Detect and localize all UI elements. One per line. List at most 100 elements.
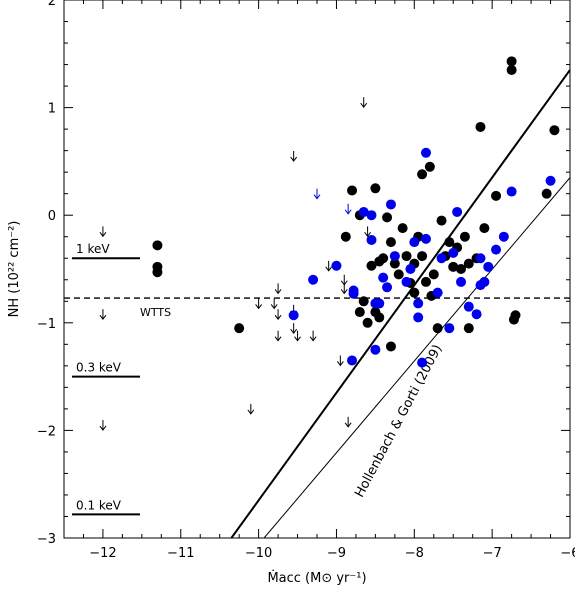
data-point-black [463, 323, 474, 334]
data-point-blue [479, 276, 490, 287]
data-point-blue [452, 206, 463, 217]
upper-limit-arrow [274, 330, 282, 342]
data-point-black [506, 56, 517, 67]
upper-limit-arrow [274, 309, 282, 321]
data-point-black [417, 251, 428, 262]
reference-level-label: 1 keV [76, 242, 110, 256]
y-tick-label: −3 [37, 532, 56, 547]
upper-limit-arrow [294, 330, 301, 342]
x-tick-label: −12 [89, 546, 116, 561]
data-point-blue [545, 175, 556, 186]
data-point-blue [385, 199, 396, 210]
upper-limit-arrow [336, 355, 344, 367]
data-point-black [491, 190, 502, 201]
arrow-head [290, 156, 298, 162]
upper-limit-arrow [360, 97, 368, 109]
data-point-blue [347, 355, 358, 366]
data-point-black [358, 296, 369, 307]
data-point-blue [471, 309, 482, 320]
arrow-head [274, 289, 282, 295]
x-tick-label: −7 [483, 546, 502, 561]
data-point-black [506, 64, 517, 75]
data-point-black [378, 253, 389, 264]
data-point-blue [370, 344, 381, 355]
data-point-black [479, 223, 490, 234]
data-point-blue [331, 260, 342, 271]
arrow-head [360, 102, 368, 109]
upper-limit-arrow [99, 420, 107, 431]
data-point-black [463, 258, 474, 269]
data-point-black [541, 188, 552, 199]
upper-limit-arrow [364, 226, 372, 238]
data-point-blue [444, 323, 455, 334]
upper-limit-arrow [247, 403, 255, 415]
data-point-blue [420, 233, 431, 244]
reference-level-label: 0.3 keV [76, 361, 122, 375]
data-point-black [340, 231, 351, 242]
y-tick-label: −2 [37, 424, 56, 439]
data-point-black [420, 276, 431, 287]
data-point-blue [506, 186, 517, 197]
data-point-blue [475, 253, 486, 264]
y-tick-label: −1 [37, 317, 56, 332]
y-tick-label: 0 [48, 209, 56, 224]
upper-limit-arrow [340, 283, 348, 295]
data-point-black [401, 251, 412, 262]
arrow-head [274, 336, 282, 342]
arrow-head [344, 422, 352, 428]
data-point-black [385, 341, 396, 352]
data-point-blue [491, 244, 502, 255]
x-axis-label: Ṁacc (M⊙ yr⁻¹) [267, 570, 366, 586]
data-point-blue [409, 237, 420, 248]
data-point-blue [358, 206, 369, 217]
data-point-black [374, 312, 385, 323]
data-point-blue [417, 357, 428, 368]
hollenbach-gorti-annotation: Hollenbach & Gorti (2009) [352, 342, 445, 500]
x-tick-label: −11 [167, 546, 194, 561]
arrow-head [336, 361, 344, 367]
data-point-blue [483, 261, 494, 272]
data-point-blue [366, 234, 377, 245]
data-point-black [347, 185, 358, 196]
data-point-black [459, 231, 470, 242]
data-point-blue [448, 247, 459, 258]
data-point-blue [456, 276, 467, 287]
data-point-black [444, 237, 455, 248]
data-point-blue [420, 147, 431, 158]
upper-limit-arrow [270, 298, 278, 310]
y-tick-label: 1 [48, 102, 56, 117]
data-point-black [417, 169, 428, 180]
arrow-head [99, 425, 107, 431]
arrow-head [99, 232, 107, 238]
arrow-head [99, 314, 107, 321]
upper-limit-arrow [274, 283, 282, 295]
data-point-blue [413, 312, 424, 323]
x-tick-label: −9 [327, 546, 346, 561]
wtts-annotation: WTTS [140, 306, 171, 319]
arrow-head [255, 304, 263, 310]
upper-limit-arrow [340, 274, 348, 286]
upper-limit-arrow [344, 416, 352, 428]
y-tick-label: 2 [48, 0, 56, 9]
arrow-head [309, 336, 317, 342]
data-point-black [152, 267, 163, 278]
plot-frame [63, 0, 571, 539]
data-point-blue [366, 210, 377, 221]
arrow-head [313, 194, 321, 200]
upper-limit-arrow-blue [313, 188, 321, 200]
data-point-blue [378, 272, 389, 283]
data-point-blue [405, 264, 416, 274]
reference-level-label: 0.1 keV [76, 498, 122, 512]
data-point-blue [348, 288, 359, 299]
data-point-blue [498, 231, 509, 242]
data-point-black [475, 121, 486, 132]
hollenbach-gorti-line [263, 177, 570, 538]
x-tick-label: −10 [245, 546, 272, 561]
data-point-blue [308, 274, 319, 285]
arrow-head [340, 289, 348, 295]
data-point-black [456, 264, 467, 274]
data-point-blue [436, 253, 447, 264]
data-point-black [428, 269, 439, 280]
arrow-head [325, 266, 333, 272]
